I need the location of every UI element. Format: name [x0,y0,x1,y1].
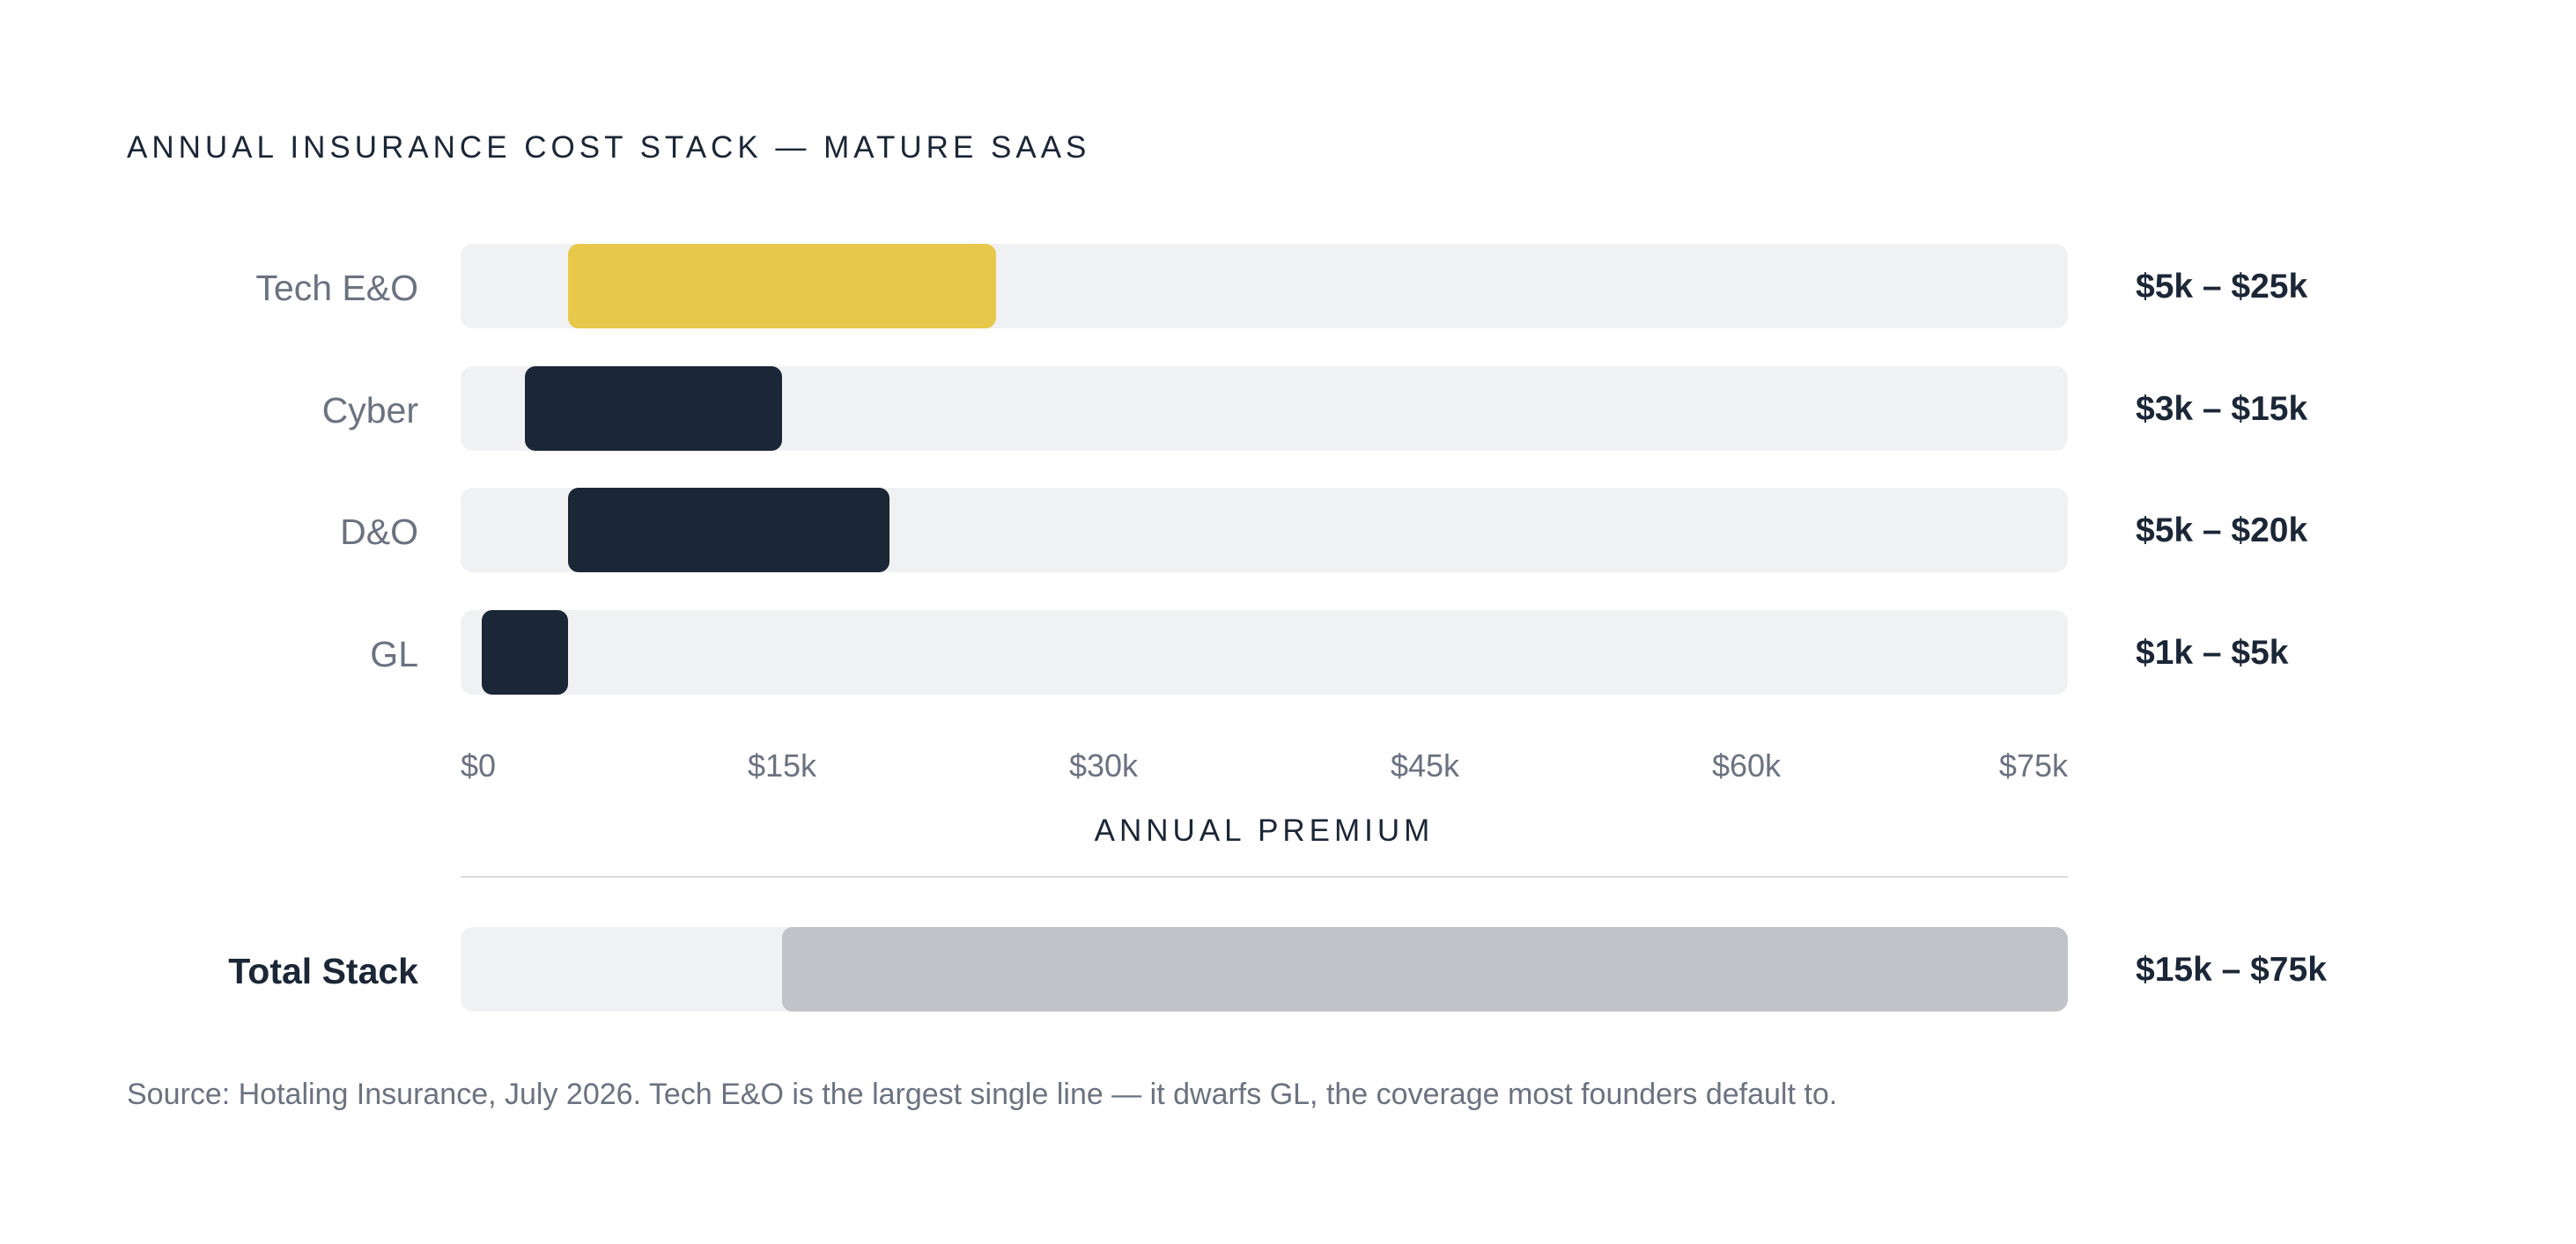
x-tick-label: $15k [747,747,817,784]
row-label-tech-eando: Tech E&O [255,268,418,308]
bar-cyber [525,366,782,451]
row-label-total: Total Stack [228,951,418,991]
source-note: Source: Hotaling Insurance, July 2026. T… [127,1078,1838,1111]
range-label-total: $15k – $75k [2136,951,2327,989]
range-label-cyber: $3k – $15k [2136,390,2308,428]
range-label-tech-eando: $5k – $25k [2136,268,2308,305]
row-label-gl: GL [370,634,418,674]
bar-track-tech-eando [461,244,2068,328]
bar-track-gl [461,610,2068,695]
x-axis-label: ANNUAL PREMIUM [1094,813,1435,848]
row-label-dando: D&O [340,512,418,552]
bar-total [782,927,2068,1012]
x-tick-label: $0 [461,747,497,784]
bar-gl [482,610,568,695]
range-label-gl: $1k – $5k [2136,634,2289,672]
x-tick-label: $45k [1390,747,1460,784]
bar-dando [567,488,889,572]
range-label-dando: $5k – $20k [2136,512,2308,549]
divider [461,876,2068,878]
bar-track-dando [461,488,2068,572]
row-label-cyber: Cyber [321,390,418,431]
x-tick-label: $30k [1068,747,1139,784]
chart-title: ANNUAL INSURANCE COST STACK — MATURE SAA… [127,130,1091,165]
bar-track-total [461,927,2068,1012]
bar-tech-eando [567,244,997,328]
bar-track-cyber [461,366,2068,451]
x-tick-label: $60k [1711,747,1782,784]
x-tick-label: $75k [1998,747,2068,784]
